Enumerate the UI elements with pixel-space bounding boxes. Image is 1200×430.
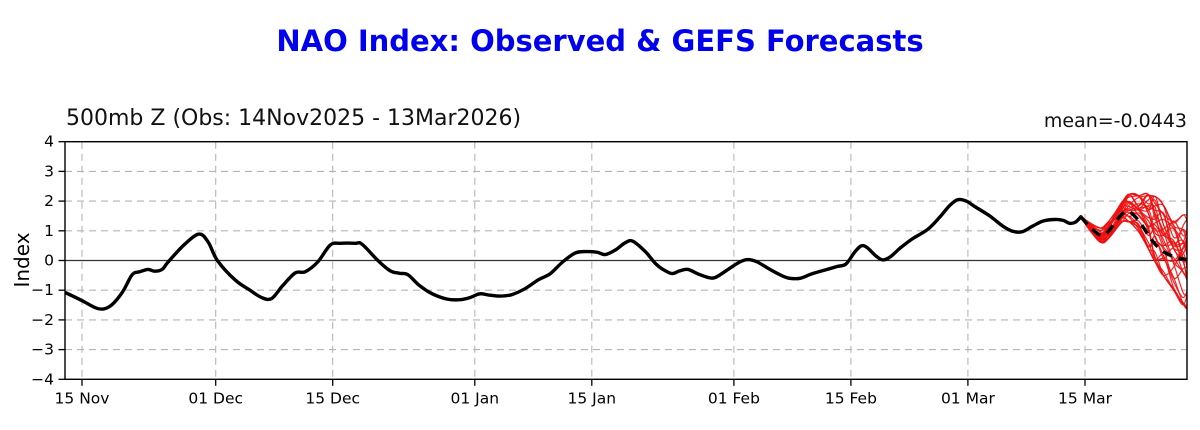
- series: [65, 192, 1187, 311]
- x-tick-label: 15 Feb: [825, 389, 877, 407]
- x-tick-label: 01 Dec: [188, 389, 243, 407]
- x-tick-label: 15 Mar: [1058, 389, 1113, 407]
- y-tick-label: −1: [31, 281, 54, 299]
- ensemble-member-line: [1080, 203, 1187, 237]
- y-tick-label: 0: [44, 252, 54, 270]
- ensemble-member-line: [1080, 203, 1187, 247]
- grid: [65, 141, 1187, 380]
- observed-line: [65, 197, 1083, 311]
- x-tick-label: 01 Feb: [708, 389, 760, 407]
- chart-title: NAO Index: Observed & GEFS Forecasts: [276, 24, 924, 58]
- chart-subtitle: 500mb Z (Obs: 14Nov2025 - 13Mar2026): [66, 106, 522, 131]
- y-tick-label: 4: [44, 133, 54, 151]
- y-tick-label: −3: [31, 341, 54, 359]
- ensemble-member-line: [1080, 193, 1187, 310]
- y-tick-label: −2: [31, 311, 54, 329]
- x-tick-label: 15 Jan: [568, 389, 617, 407]
- ensemble-member-line: [1080, 215, 1187, 275]
- axes: 15 Nov 01 Dec 15 Dec 01 Jan 15 Jan 01 Feb 15 F…: [31, 133, 1112, 408]
- x-tick-label: 15 Dec: [305, 389, 360, 407]
- x-tick-label: 15 Nov: [55, 389, 110, 407]
- y-tick-label: 2: [44, 192, 54, 210]
- ensemble-mean-line: [1079, 209, 1187, 262]
- y-tick-label: 1: [44, 222, 54, 240]
- x-tick-label: 01 Mar: [941, 389, 996, 407]
- mean-annotation: mean=-0.0443: [1043, 110, 1187, 132]
- ensemble-member-line: [1080, 215, 1187, 262]
- ensemble-member-line: [1080, 192, 1187, 263]
- y-tick-label: −4: [31, 370, 54, 388]
- x-tick-label: 01 Jan: [451, 389, 500, 407]
- ensemble-member-line: [1080, 216, 1187, 308]
- y-tick-label: 3: [44, 162, 54, 180]
